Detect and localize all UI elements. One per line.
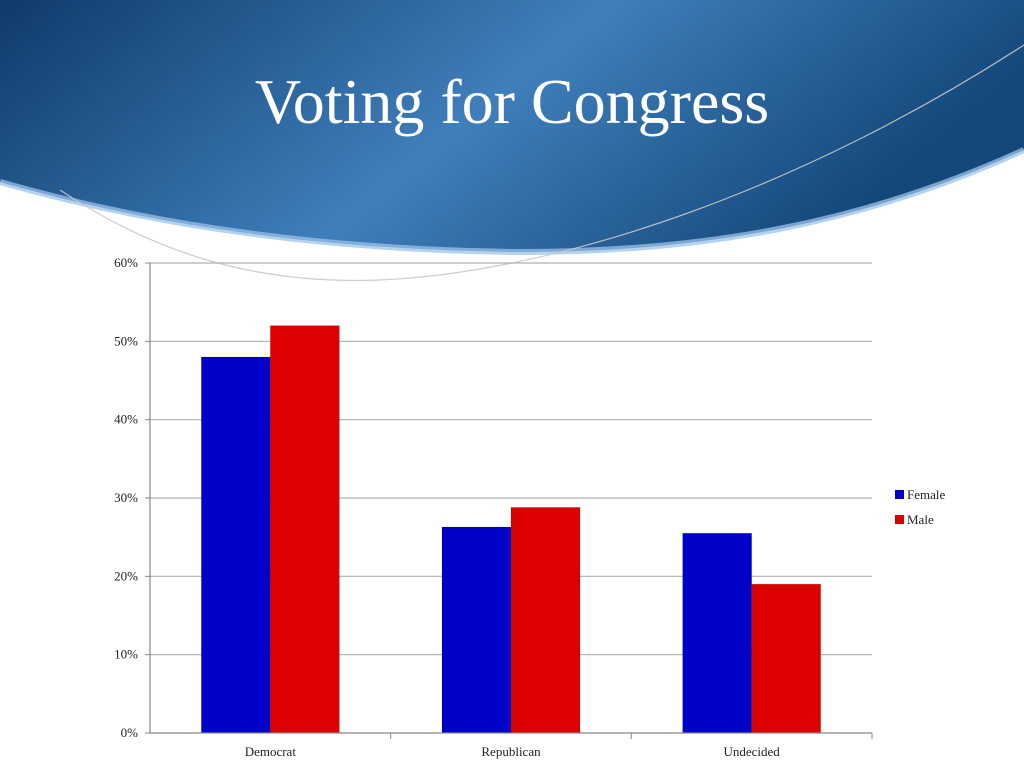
header-wave-shape: [0, 0, 1024, 252]
bar-female-undecided: [682, 532, 753, 734]
x-tick-label: Republican: [481, 744, 541, 759]
legend-label-male: Male: [907, 512, 934, 527]
y-tick-label: 10%: [114, 647, 138, 662]
bar-male-republican: [510, 506, 581, 734]
bar-female-democrat: [200, 356, 271, 734]
slide-title: Voting for Congress: [254, 66, 770, 137]
x-tick-label: Democrat: [245, 744, 297, 759]
legend-swatch-female: [895, 490, 904, 499]
legend: Female Male: [895, 487, 945, 527]
legend-swatch-male: [895, 515, 904, 524]
bar-male-democrat: [269, 325, 340, 734]
y-tick-label: 40%: [114, 412, 138, 427]
y-tick-label: 20%: [114, 568, 138, 583]
header-swoosh-line: [59, 44, 1024, 282]
slide-header-banner: [0, 0, 1024, 282]
x-tick-label: Undecided: [724, 744, 781, 759]
bar-male-undecided: [751, 583, 822, 734]
y-tick-label: 50%: [114, 333, 138, 348]
y-tick-labels: 0% 10% 20% 30% 40% 50% 60%: [114, 255, 138, 740]
y-tick-label: 30%: [114, 490, 138, 505]
axes: [145, 262, 873, 739]
y-tick-label: 60%: [114, 255, 138, 270]
legend-label-female: Female: [907, 487, 945, 502]
header-wave-highlight: [0, 147, 1024, 256]
y-tick-label: 0%: [121, 725, 139, 740]
bar-female-republican: [441, 526, 512, 734]
x-tick-labels: Democrat Republican Undecided: [245, 744, 781, 759]
bars: [200, 325, 822, 734]
